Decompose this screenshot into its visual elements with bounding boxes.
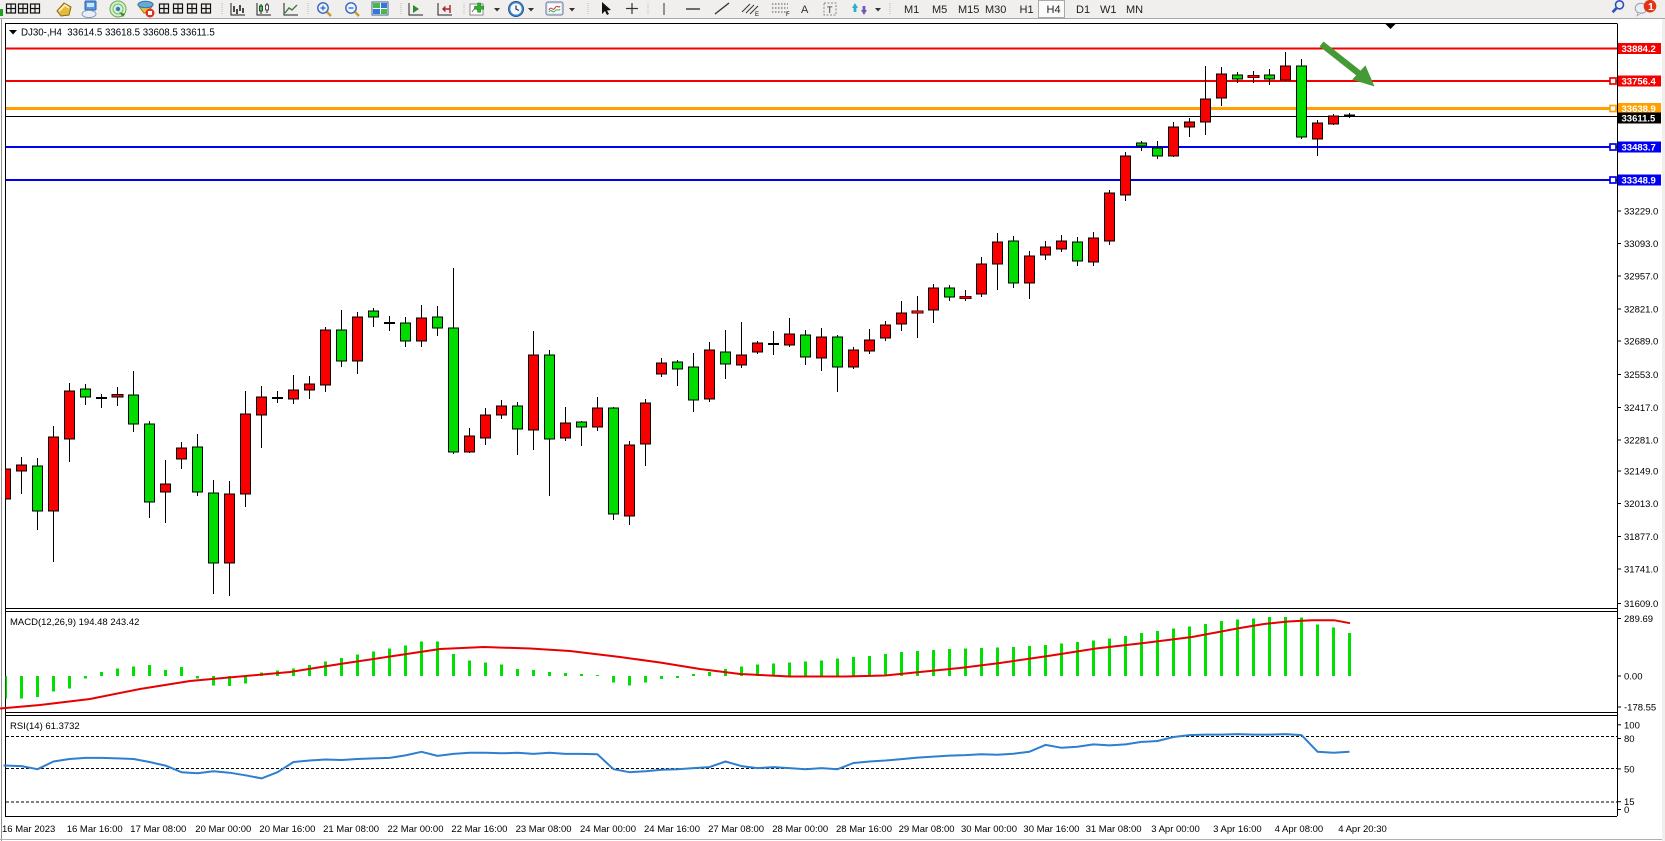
svg-text:DJ30-,H4 33614.5 33618.5 3360: DJ30-,H4 33614.5 33618.5 33608.5 33611.5 xyxy=(21,28,215,39)
svg-text:33483.7: 33483.7 xyxy=(1622,143,1656,154)
svg-text:100: 100 xyxy=(1624,720,1640,731)
svg-text:20 Mar 00:00: 20 Mar 00:00 xyxy=(195,824,251,835)
svg-text:50: 50 xyxy=(1624,764,1635,775)
svg-text:A: A xyxy=(801,4,809,16)
svg-text:22 Mar 16:00: 22 Mar 16:00 xyxy=(451,824,507,835)
svg-text:24 Mar 00:00: 24 Mar 00:00 xyxy=(580,824,636,835)
svg-text:29 Mar 08:00: 29 Mar 08:00 xyxy=(899,824,955,835)
svg-text:M15: M15 xyxy=(958,4,979,16)
svg-text:32957.0: 32957.0 xyxy=(1624,272,1658,283)
svg-text:24 Mar 16:00: 24 Mar 16:00 xyxy=(644,824,700,835)
svg-text:22 Mar 00:00: 22 Mar 00:00 xyxy=(388,824,444,835)
svg-text:32149.0: 32149.0 xyxy=(1624,467,1658,478)
svg-text:MN: MN xyxy=(1126,4,1143,16)
svg-text:E: E xyxy=(755,12,759,18)
svg-text:33611.5: 33611.5 xyxy=(1622,114,1657,125)
svg-text:17 Mar 08:00: 17 Mar 08:00 xyxy=(130,824,186,835)
svg-text:32821.0: 32821.0 xyxy=(1624,305,1658,316)
svg-text:28 Mar 00:00: 28 Mar 00:00 xyxy=(772,824,828,835)
svg-text:31 Mar 08:00: 31 Mar 08:00 xyxy=(1086,824,1142,835)
svg-text:MACD(12,26,9) 194.48 243.42: MACD(12,26,9) 194.48 243.42 xyxy=(10,617,139,628)
svg-text:M1: M1 xyxy=(904,4,919,16)
svg-text:33348.9: 33348.9 xyxy=(1622,176,1656,187)
svg-text:H1: H1 xyxy=(1020,4,1034,16)
svg-text:33093.0: 33093.0 xyxy=(1624,239,1658,250)
svg-text:80: 80 xyxy=(1624,734,1635,745)
svg-text:31609.0: 31609.0 xyxy=(1624,599,1658,610)
svg-text:4 Apr 20:30: 4 Apr 20:30 xyxy=(1338,824,1387,835)
svg-text:-178.55: -178.55 xyxy=(1624,703,1656,714)
svg-text:16 Mar 16:00: 16 Mar 16:00 xyxy=(67,824,123,835)
svg-text:15: 15 xyxy=(1624,797,1635,808)
svg-text:H4: H4 xyxy=(1047,4,1061,16)
svg-text:0: 0 xyxy=(1624,805,1629,816)
svg-text:33638.9: 33638.9 xyxy=(1622,104,1656,115)
svg-text:27 Mar 08:00: 27 Mar 08:00 xyxy=(708,824,764,835)
svg-text:16 Mar 2023: 16 Mar 2023 xyxy=(2,824,55,835)
svg-text:0.00: 0.00 xyxy=(1624,672,1643,683)
svg-text:31741.0: 31741.0 xyxy=(1624,565,1658,576)
svg-text:32417.0: 32417.0 xyxy=(1624,403,1658,414)
svg-text:F: F xyxy=(786,12,790,18)
svg-text:4 Apr 08:00: 4 Apr 08:00 xyxy=(1275,824,1324,835)
svg-text:32689.0: 32689.0 xyxy=(1624,337,1658,348)
svg-text:32013.0: 32013.0 xyxy=(1624,499,1658,510)
svg-text:3 Apr 16:00: 3 Apr 16:00 xyxy=(1213,824,1262,835)
svg-text:33756.4: 33756.4 xyxy=(1622,77,1657,88)
svg-text:30 Mar 16:00: 30 Mar 16:00 xyxy=(1023,824,1079,835)
svg-text:RSI(14) 61.3732: RSI(14) 61.3732 xyxy=(10,721,80,732)
svg-text:33229.0: 33229.0 xyxy=(1624,207,1658,218)
svg-text:33884.2: 33884.2 xyxy=(1622,44,1656,55)
svg-text:1: 1 xyxy=(1648,1,1654,13)
svg-text:31877.0: 31877.0 xyxy=(1624,532,1658,543)
svg-text:289.69: 289.69 xyxy=(1624,614,1653,625)
svg-text:30 Mar 00:00: 30 Mar 00:00 xyxy=(961,824,1017,835)
svg-text:M30: M30 xyxy=(985,4,1006,16)
svg-text:T: T xyxy=(827,5,833,15)
svg-text:3 Apr 00:00: 3 Apr 00:00 xyxy=(1151,824,1200,835)
svg-text:32281.0: 32281.0 xyxy=(1624,436,1658,447)
svg-text:20 Mar 16:00: 20 Mar 16:00 xyxy=(259,824,315,835)
svg-text:28 Mar 16:00: 28 Mar 16:00 xyxy=(836,824,892,835)
svg-text:W1: W1 xyxy=(1100,4,1117,16)
svg-text:23 Mar 08:00: 23 Mar 08:00 xyxy=(516,824,572,835)
svg-text:32553.0: 32553.0 xyxy=(1624,370,1658,381)
svg-text:D1: D1 xyxy=(1076,4,1090,16)
svg-text:M5: M5 xyxy=(932,4,947,16)
svg-text:21 Mar 08:00: 21 Mar 08:00 xyxy=(323,824,379,835)
